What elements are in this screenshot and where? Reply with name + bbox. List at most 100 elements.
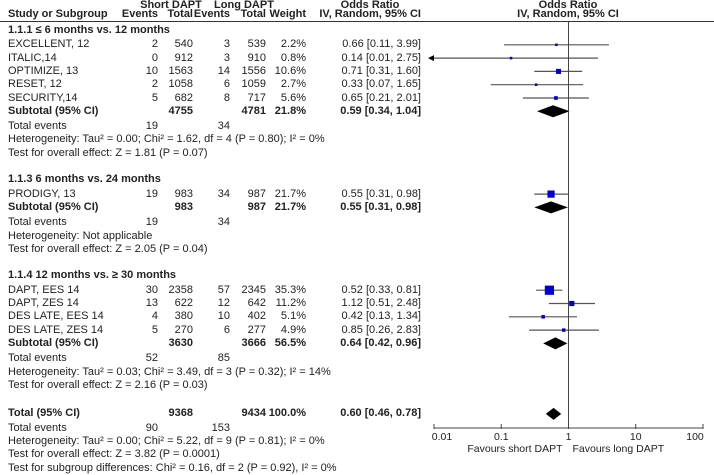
total2-column-header: Total — [240, 8, 266, 20]
study-weight: 35.3% — [274, 283, 306, 296]
events-short: 5 — [151, 91, 158, 104]
total-long: 910 — [247, 51, 266, 64]
events-short: 5 — [151, 323, 158, 336]
overall-effect-text: Test for overall effect: Z = 2.16 (P = 0… — [8, 378, 208, 391]
x-tick-label: 0.01 — [432, 431, 453, 443]
study-or-ci: 0.71 [0.31, 1.60] — [341, 64, 421, 77]
events-short: 2 — [151, 38, 158, 51]
study-square — [547, 190, 555, 198]
grand-total-events-label: Total events — [8, 421, 67, 434]
study-square — [562, 328, 566, 332]
total-events-short: 19 — [145, 120, 158, 133]
x-tick-label: 100 — [686, 431, 704, 443]
pooled-diamond — [543, 337, 568, 350]
study-or-ci: 0.66 [0.11, 3.99] — [342, 38, 421, 51]
x-tick-label: 1 — [566, 431, 572, 443]
study-square — [544, 285, 555, 295]
total-short: 2358 — [168, 283, 193, 296]
study-square — [554, 96, 558, 100]
forest-plot: 0.01 0.1 1 10 100 Favours short DAPT Favours l… — [428, 22, 704, 455]
study-or-ci: 0.42 [0.13, 1.34] — [341, 310, 421, 323]
subtotal-weight: 56.5% — [274, 336, 306, 349]
total-events-long: 85 — [217, 352, 230, 365]
events1-column-header: Events — [121, 8, 158, 20]
subtotal-total-long: 987 — [247, 200, 266, 213]
events-long: 10 — [217, 310, 230, 323]
events-short: 10 — [145, 64, 158, 77]
total-events-short: 52 — [145, 352, 158, 365]
grand-total-or-ci: 0.60 [0.46, 0.78] — [340, 407, 421, 420]
total-long: 642 — [247, 297, 266, 309]
pooled-diamond — [534, 201, 568, 214]
study-weight: 10.6% — [274, 64, 306, 77]
study-or-ci: 0.65 [0.21, 2.01] — [341, 91, 421, 104]
subtotal-label: Subtotal (95% CI) — [8, 200, 99, 213]
favours-left-label: Favours short DAPT — [467, 443, 563, 455]
overall-effect-text: Test for overall effect: Z = 1.81 (P = 0… — [8, 146, 208, 159]
subtotal-or-ci: 0.64 [0.42, 0.96] — [340, 336, 421, 349]
study-weight: 0.8% — [280, 51, 306, 64]
study-name: RESET, 12 — [8, 78, 62, 91]
total-short: 682 — [174, 91, 193, 104]
study-name: ITALIC,14 — [8, 51, 57, 64]
total-short: 380 — [174, 310, 193, 323]
subtotal-weight: 21.8% — [274, 104, 306, 117]
total-short: 1058 — [168, 78, 193, 91]
favours-right-label: Favours long DAPT — [573, 443, 665, 455]
total-long: 402 — [247, 310, 266, 323]
total-events-short: 19 — [145, 216, 158, 229]
total-long: 2345 — [241, 283, 266, 296]
grand-total-events-long: 153 — [211, 421, 230, 434]
total1-column-header: Total — [167, 8, 193, 20]
study-square — [509, 56, 513, 60]
subtotal-total-short: 3630 — [168, 336, 193, 349]
study-weight: 4.9% — [280, 323, 306, 336]
study-weight: 5.1% — [280, 310, 306, 323]
study-square — [555, 43, 558, 47]
study-name: DAPT, EES 14 — [8, 283, 80, 296]
study-or-ci: 0.52 [0.33, 0.81] — [341, 283, 421, 296]
grand-total-weight: 100.0% — [268, 407, 306, 420]
events-long: 8 — [223, 91, 230, 104]
total-short: 622 — [174, 297, 193, 309]
total-long: 717 — [247, 91, 266, 104]
subgroup-title: 1.1.4 12 months vs. ≥ 30 months — [8, 269, 177, 282]
study-name: DES LATE, EES 14 — [8, 310, 104, 323]
subtotal-or-ci: 0.59 [0.34, 1.04] — [340, 104, 421, 117]
study-name: PRODIGY, 13 — [8, 187, 76, 200]
study-or-ci: 0.14 [0.01, 2.75] — [341, 51, 421, 64]
total-short: 1563 — [168, 64, 193, 77]
study-column-header: Study or Subgroup — [8, 8, 108, 20]
grand-total-long: 9434 — [241, 407, 266, 420]
events-long: 6 — [223, 323, 230, 336]
grand-overall-effect-text: Test for overall effect: Z = 3.82 (P = 0… — [8, 448, 220, 461]
group2-header: Long DAPT — [214, 0, 274, 11]
subtotal-label: Subtotal (95% CI) — [8, 104, 99, 117]
events-short: 19 — [145, 187, 158, 200]
study-name: EXCELLENT, 12 — [8, 38, 90, 51]
total-short: 983 — [174, 187, 193, 200]
study-weight: 5.6% — [280, 91, 306, 104]
events-long: 14 — [217, 64, 230, 77]
total-long: 539 — [247, 38, 266, 51]
subtotal-total-short: 983 — [174, 200, 193, 213]
plot-column-header: IV, Random, 95% CI — [517, 8, 619, 20]
study-name: OPTIMIZE, 13 — [8, 64, 79, 77]
study-or-ci: 0.55 [0.31, 0.98] — [341, 187, 421, 200]
events-long: 3 — [223, 38, 230, 51]
events-short: 2 — [151, 78, 158, 91]
group1-header: Short DAPT — [140, 0, 202, 11]
overall-effect-text: Test for overall effect: Z = 2.05 (P = 0… — [8, 242, 208, 255]
events-short: 13 — [145, 297, 158, 309]
heterogeneity-text: Heterogeneity: Tau² = 0.03; Chi² = 3.49,… — [8, 365, 331, 378]
total-events-label: Total events — [8, 216, 67, 229]
study-name: DES LATE, ZES 14 — [8, 323, 104, 336]
study-weight: 2.2% — [280, 38, 306, 51]
subtotal-total-long: 3666 — [241, 336, 266, 349]
subgroup-title: 1.1.1 ≤ 6 months vs. 12 months — [8, 24, 170, 36]
study-square — [534, 83, 538, 86]
study-weight: 21.7% — [274, 187, 306, 200]
heterogeneity-text: Heterogeneity: Not applicable — [8, 229, 153, 242]
study-name: SECURITY,14 — [8, 91, 78, 104]
subtotal-total-short: 4755 — [168, 104, 193, 117]
